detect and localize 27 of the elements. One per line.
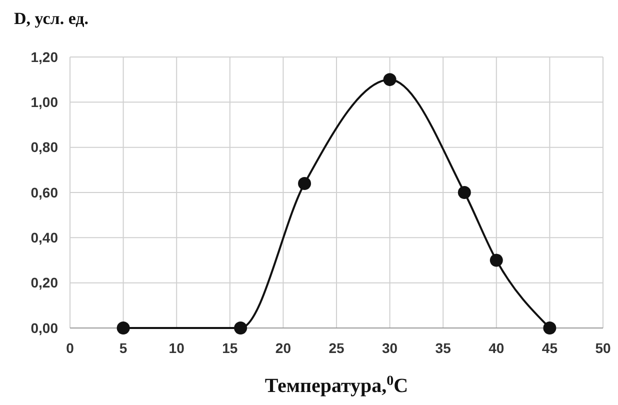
- y-tick-label: 0,00: [30, 320, 58, 336]
- x-tick-label: 25: [328, 340, 344, 356]
- x-tick-label: 20: [275, 340, 292, 356]
- x-tick-label: 10: [168, 340, 185, 356]
- y-tick-label: 0,40: [30, 230, 58, 246]
- x-tick-label: 5: [119, 340, 128, 356]
- x-tick-label: 30: [382, 340, 398, 356]
- y-axis-title: D, усл. ед.: [14, 9, 89, 28]
- x-tick-label: 50: [595, 340, 611, 356]
- x-tick-label: 35: [435, 340, 452, 356]
- x-tick-label: 15: [222, 340, 238, 356]
- point: [298, 176, 312, 190]
- point: [543, 322, 556, 334]
- point: [490, 254, 503, 267]
- point: [234, 322, 248, 334]
- x-tick-label: 0: [66, 340, 74, 356]
- y-tick-label: 0,60: [30, 184, 58, 200]
- x-tick-label: 45: [542, 340, 558, 356]
- point: [458, 186, 471, 199]
- y-tick-label: 0,80: [30, 139, 58, 156]
- point: [383, 73, 396, 86]
- y-tick-label: 1,00: [30, 94, 58, 110]
- y-tick-label: 0,20: [30, 274, 58, 291]
- x-axis-title: Температура,$^{0}$C: [264, 374, 408, 397]
- point: [116, 322, 130, 334]
- x-tick-label: 40: [488, 340, 504, 356]
- y-tick-label: 1,20: [30, 48, 58, 65]
